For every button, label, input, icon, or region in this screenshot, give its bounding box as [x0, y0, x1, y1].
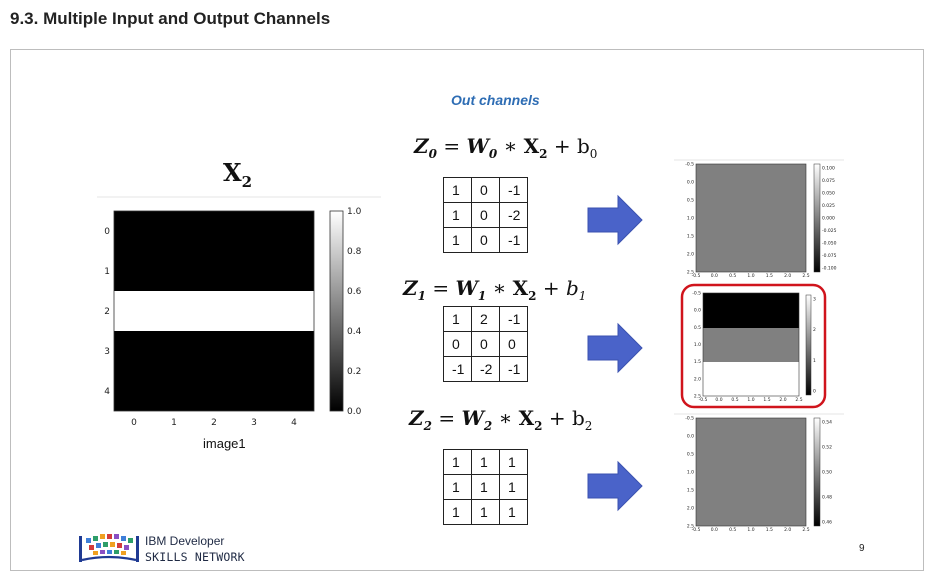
page-heading: 9.3. Multiple Input and Output Channels: [10, 9, 331, 28]
arrow-right-icon: [587, 460, 643, 512]
x-tick-label: -0.5: [692, 273, 701, 279]
x-tick-label: 0: [131, 418, 137, 428]
y-tick-label: 0.0: [694, 308, 701, 314]
equation-z0: Z0 = W0 ∗ X2 + b0: [414, 134, 598, 161]
x-tick-label: -0.5: [699, 397, 708, 403]
y-tick-label: -0.5: [685, 416, 694, 422]
colorbar-tick-label: -0.075: [822, 253, 837, 259]
output-plot-z2: -0.5 0.0 0.5 1.0 1.5 2.0 2.5 -0.5 0.0 0.5 1.0 1.5 2…: [674, 413, 844, 533]
arrow-right-icon: [587, 194, 643, 246]
y-tick-label: 1.5: [687, 488, 694, 494]
colorbar-tick-label: 1.0: [347, 207, 362, 217]
y-tick-label: 1.0: [694, 342, 701, 348]
x-tick-label: 2.5: [802, 273, 809, 279]
y-tick-label: 2.5: [694, 394, 701, 400]
x-tick-label: 1.5: [766, 527, 773, 533]
x-tick-label: 2.0: [784, 273, 791, 279]
y-tick-label: -0.5: [692, 291, 701, 297]
y-tick-label: 0.5: [687, 198, 694, 204]
colorbar-tick-label: 0.050: [822, 191, 835, 197]
logo-line2: SKILLS NETWORK: [145, 550, 245, 564]
equation-z1: Z1 = W1 ∗ X2 + b1: [403, 276, 587, 303]
colorbar-tick-label: 0.50: [822, 470, 832, 476]
y-tick-label: 0.0: [687, 180, 694, 186]
y-tick-label: 1.5: [687, 234, 694, 240]
colorbar-tick-label: 0.4: [347, 327, 362, 337]
y-tick-label: -0.5: [685, 162, 694, 168]
y-tick-label: 0.5: [687, 452, 694, 458]
x-tick-label: 2.5: [795, 397, 802, 403]
colorbar-tick-label: 0.6: [347, 287, 362, 297]
x-tick-label: 0.5: [729, 273, 736, 279]
equation-z2: Z2 = W2 ∗ X2 + b2: [409, 406, 593, 433]
colorbar-tick-label: 0.2: [347, 367, 361, 377]
ibm-developer-logo-icon: [79, 534, 139, 562]
x-tick-label: 2.5: [802, 527, 809, 533]
colorbar-tick-label: 0.48: [822, 495, 832, 501]
colorbar-tick-label: 2: [813, 327, 816, 333]
x-tick-label: 4: [291, 418, 297, 428]
y-tick-label: 1.0: [687, 216, 694, 222]
x-tick-label: 3: [251, 418, 257, 428]
colorbar-tick-label: 1: [813, 358, 816, 364]
arrow-right-icon: [587, 322, 643, 374]
y-tick-label: 3: [104, 347, 110, 357]
input-title: X2: [223, 158, 253, 191]
x-tick-label: 1.0: [747, 527, 754, 533]
y-tick-label: 2: [104, 307, 110, 317]
x-tick-label: 2: [211, 418, 217, 428]
x-tick-label: 1.5: [766, 273, 773, 279]
x-tick-label: 1.0: [747, 273, 754, 279]
colorbar-tick-label: 0.100: [822, 166, 835, 172]
colorbar-tick-label: 0.54: [822, 420, 832, 426]
out-channels-label: Out channels: [451, 92, 540, 108]
x-tick-label: 1: [171, 418, 177, 428]
colorbar-tick-label: -0.100: [822, 266, 837, 272]
colorbar-tick-label: 0.025: [822, 203, 835, 209]
colorbar-tick-label: 0.0: [347, 407, 362, 417]
x-tick-label: 2.0: [779, 397, 786, 403]
y-tick-label: 2.0: [694, 376, 701, 382]
x-tick-label: 0.0: [711, 273, 718, 279]
y-tick-label: 2.5: [687, 524, 694, 530]
y-tick-label: 1: [104, 267, 110, 277]
input-image-plot: 0 1 2 3 4 0 1 2 3 4 1.0 0.8 0.6 0.4 0.2 0.0: [97, 196, 381, 428]
y-tick-label: 2.5: [687, 270, 694, 276]
colorbar-tick-label: -0.050: [822, 241, 837, 247]
y-tick-label: 2.0: [687, 506, 694, 512]
colorbar-tick-label: 0.52: [822, 445, 832, 451]
colorbar-tick-label: 0.075: [822, 178, 835, 184]
y-tick-label: 1.0: [687, 470, 694, 476]
output-plot-z0: -0.5 0.0 0.5 1.0 1.5 2.0 2.5 -0.5 0.0 0.5 1.0 1.5 2…: [674, 159, 844, 279]
x-tick-label: -0.5: [692, 527, 701, 533]
x-tick-label: 1.0: [747, 397, 754, 403]
colorbar-tick-label: 0.000: [822, 216, 835, 222]
y-tick-label: 4: [104, 387, 110, 397]
image-label: image1: [203, 436, 246, 451]
x-tick-label: 0.0: [715, 397, 722, 403]
y-tick-label: 2.0: [687, 252, 694, 258]
logo-line1: IBM Developer: [145, 534, 225, 548]
x-tick-label: 1.5: [763, 397, 770, 403]
y-tick-label: 1.5: [694, 359, 701, 365]
x-tick-label: 0.5: [731, 397, 738, 403]
colorbar-tick-label: 0: [813, 389, 816, 395]
colorbar-tick-label: 3: [813, 297, 816, 303]
y-tick-label: 0: [104, 227, 110, 237]
x-tick-label: 0.0: [711, 527, 718, 533]
x-tick-label: 2.0: [784, 527, 791, 533]
output-plot-z1-highlighted: -0.5 0.0 0.5 1.0 1.5 2.0 2.5 -0.5 0.0 0.5 1.0 1.5 2…: [680, 283, 827, 409]
kernel-w0: 1 0 -1 1 0 -2 1 0 -1: [443, 177, 528, 253]
y-tick-label: 0.5: [694, 325, 701, 331]
y-tick-label: 0.0: [687, 434, 694, 440]
slide: Out channels X2 0 1 2 3 4 0 1 2 3 4 1.0 0.8 0.6 0.4…: [10, 49, 924, 571]
page-number: 9: [859, 543, 865, 554]
colorbar-tick-label: -0.025: [822, 228, 837, 234]
colorbar-tick-label: 0.8: [347, 247, 362, 257]
x-tick-label: 0.5: [729, 527, 736, 533]
colorbar-tick-label: 0.46: [822, 520, 832, 526]
